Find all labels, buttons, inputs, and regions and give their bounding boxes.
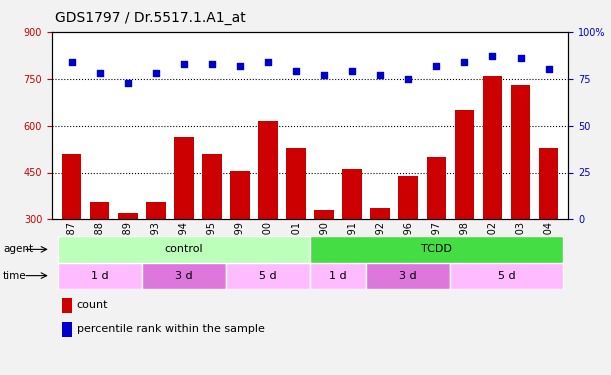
- Bar: [450, 262, 563, 289]
- Point: [207, 61, 217, 67]
- Bar: [426, 157, 446, 313]
- Point: [459, 59, 469, 65]
- Point: [179, 61, 189, 67]
- Bar: [62, 298, 71, 313]
- Bar: [366, 262, 450, 289]
- Bar: [57, 262, 142, 289]
- Text: agent: agent: [3, 244, 33, 254]
- Point: [151, 70, 161, 76]
- Point: [95, 70, 104, 76]
- Text: 3 d: 3 d: [400, 271, 417, 280]
- Text: 5 d: 5 d: [259, 271, 277, 280]
- Bar: [62, 154, 81, 313]
- Bar: [230, 171, 250, 313]
- Text: time: time: [3, 271, 27, 280]
- Bar: [202, 154, 222, 313]
- Point: [235, 63, 245, 69]
- Point: [319, 72, 329, 78]
- Point: [123, 80, 133, 86]
- Bar: [511, 85, 530, 313]
- Bar: [539, 147, 558, 313]
- Bar: [342, 170, 362, 313]
- Bar: [146, 202, 166, 313]
- Bar: [455, 110, 474, 313]
- Bar: [118, 213, 137, 313]
- Bar: [483, 76, 502, 313]
- Text: TCDD: TCDD: [421, 244, 452, 254]
- Bar: [310, 262, 366, 289]
- Bar: [258, 121, 278, 313]
- Bar: [314, 210, 334, 313]
- Bar: [62, 322, 71, 337]
- Bar: [226, 262, 310, 289]
- Point: [347, 68, 357, 74]
- Point: [291, 68, 301, 74]
- Text: control: control: [164, 244, 203, 254]
- Text: 1 d: 1 d: [329, 271, 347, 280]
- Point: [67, 59, 76, 65]
- Text: count: count: [77, 300, 108, 310]
- Point: [516, 55, 525, 61]
- Bar: [286, 147, 306, 313]
- Bar: [142, 262, 226, 289]
- Point: [375, 72, 385, 78]
- Text: 5 d: 5 d: [498, 271, 515, 280]
- Text: 1 d: 1 d: [91, 271, 108, 280]
- Point: [263, 59, 273, 65]
- Text: percentile rank within the sample: percentile rank within the sample: [77, 324, 265, 334]
- Point: [403, 76, 413, 82]
- Point: [544, 66, 554, 72]
- Bar: [57, 236, 310, 262]
- Bar: [90, 202, 109, 313]
- Bar: [370, 209, 390, 313]
- Point: [431, 63, 441, 69]
- Bar: [310, 236, 563, 262]
- Bar: [174, 136, 194, 313]
- Point: [488, 53, 497, 59]
- Text: 3 d: 3 d: [175, 271, 192, 280]
- Text: GDS1797 / Dr.5517.1.A1_at: GDS1797 / Dr.5517.1.A1_at: [55, 11, 246, 25]
- Bar: [398, 176, 418, 313]
